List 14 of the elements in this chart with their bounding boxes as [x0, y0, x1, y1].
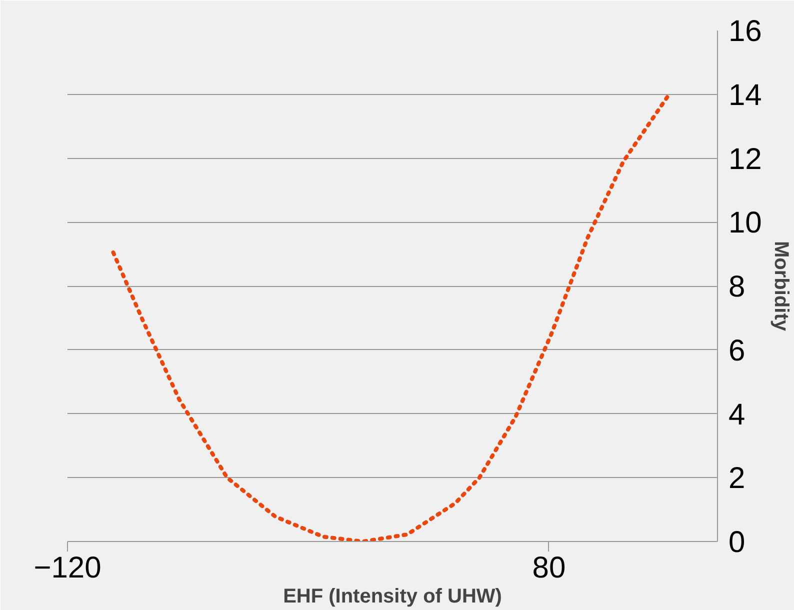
y-tick-label: 16	[728, 15, 762, 48]
x-tick-label: 80	[532, 552, 566, 584]
y-tick-label: 14	[728, 78, 762, 112]
x-tick-label: −120	[34, 552, 102, 584]
y-tick-label: 8	[728, 270, 746, 304]
y-tick-label: 4	[728, 398, 746, 432]
y-tick-label: 2	[728, 462, 746, 496]
y-tick-label: 12	[728, 142, 762, 176]
y-axis-title: Morbidity	[770, 241, 792, 332]
line-series	[111, 92, 672, 542]
y-tick-label: 10	[728, 206, 762, 240]
x-axis-title: EHF (Intensity of UHW)	[283, 586, 502, 608]
y-tick-label: 6	[728, 334, 746, 368]
y-tick-label: 0	[728, 526, 746, 559]
